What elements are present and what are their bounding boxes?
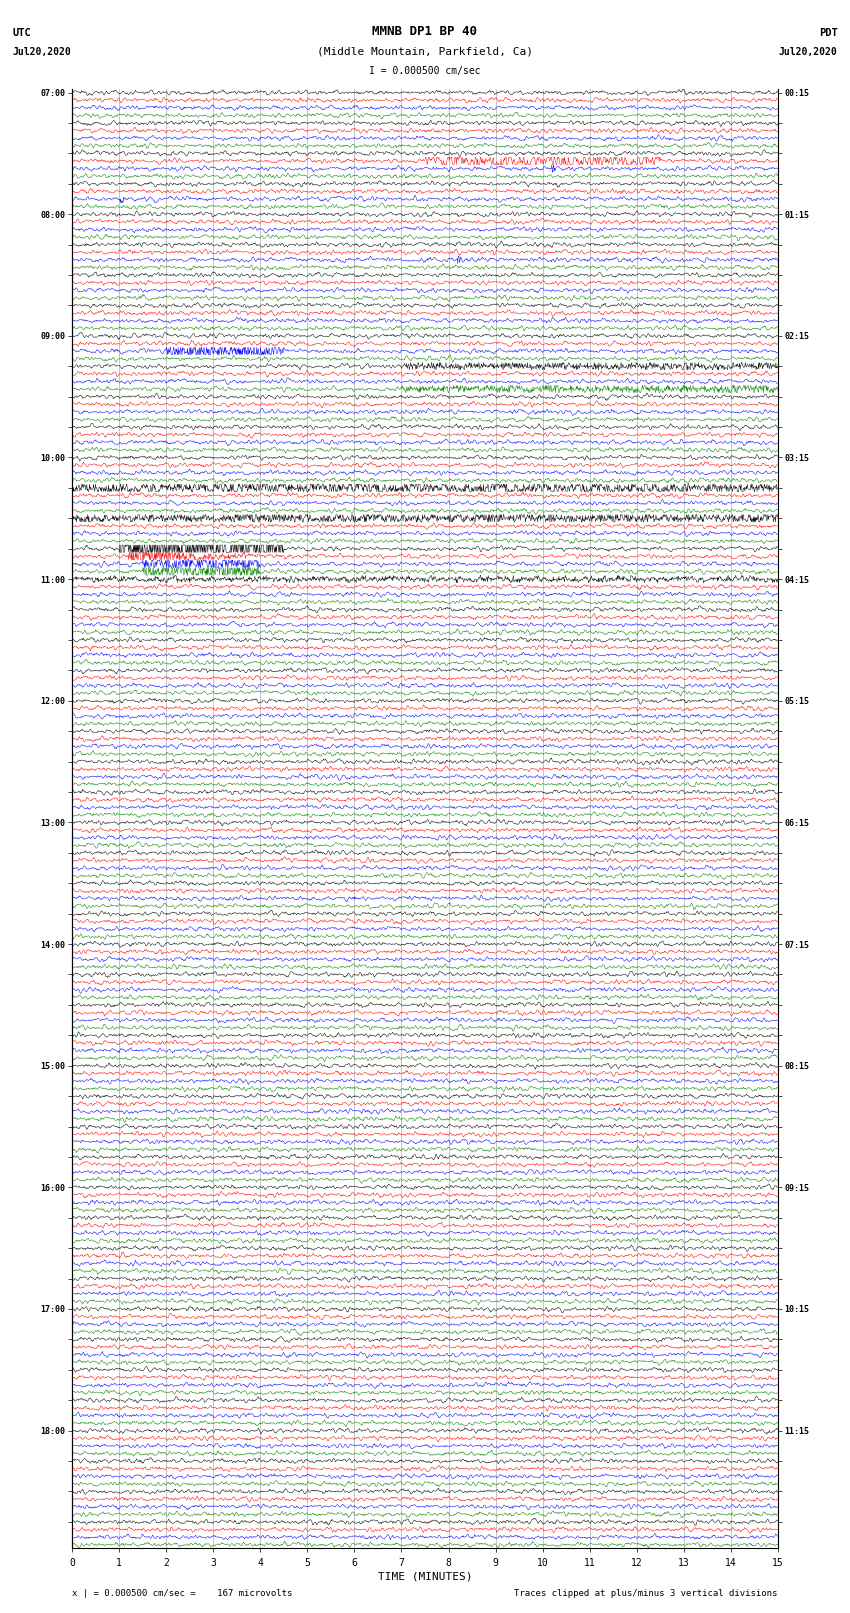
Text: Jul20,2020: Jul20,2020 [12,47,71,56]
Text: PDT: PDT [819,27,838,37]
Text: Traces clipped at plus/minus 3 vertical divisions: Traces clipped at plus/minus 3 vertical … [514,1589,778,1598]
Text: UTC: UTC [12,27,31,37]
X-axis label: TIME (MINUTES): TIME (MINUTES) [377,1571,473,1582]
Text: x | = 0.000500 cm/sec =    167 microvolts: x | = 0.000500 cm/sec = 167 microvolts [72,1589,292,1598]
Text: I = 0.000500 cm/sec: I = 0.000500 cm/sec [369,66,481,76]
Text: Jul20,2020: Jul20,2020 [779,47,838,56]
Text: MMNB DP1 BP 40: MMNB DP1 BP 40 [372,24,478,37]
Text: (Middle Mountain, Parkfield, Ca): (Middle Mountain, Parkfield, Ca) [317,47,533,56]
